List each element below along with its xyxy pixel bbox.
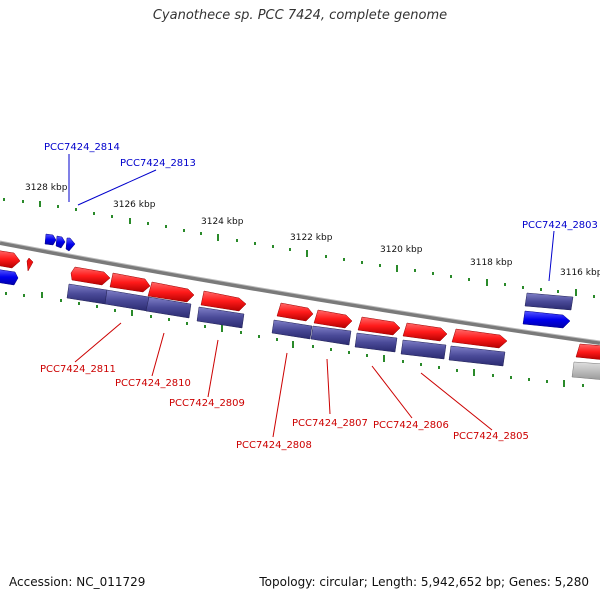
gene-forward[interactable] xyxy=(575,343,600,360)
leader-2803 xyxy=(548,230,555,282)
gene-label-2811[interactable]: PCC7424_2811 xyxy=(40,364,116,375)
gene-label-2810[interactable]: PCC7424_2810 xyxy=(115,378,191,389)
gene-label-2806[interactable]: PCC7424_2806 xyxy=(373,420,449,431)
genome-backbone xyxy=(0,241,600,345)
gene-reverse[interactable] xyxy=(524,292,574,311)
gene-label-2813[interactable]: PCC7424_2813 xyxy=(120,158,196,169)
gene-highlight[interactable] xyxy=(65,237,76,252)
kbp-label-3124: 3124 kbp xyxy=(201,217,244,227)
kbp-label-3122: 3122 kbp xyxy=(290,233,333,243)
gene-reverse[interactable] xyxy=(271,319,313,340)
gene-highlight[interactable] xyxy=(522,310,571,329)
gene-highlight[interactable] xyxy=(0,269,19,286)
gene-forward[interactable] xyxy=(357,316,401,336)
gene-forward[interactable] xyxy=(313,309,353,329)
label-leaders xyxy=(68,154,555,438)
gene-label-2814[interactable]: PCC7424_2814 xyxy=(44,142,120,153)
forward-strand-genes xyxy=(0,250,600,360)
gene-forward[interactable] xyxy=(200,290,247,312)
kbp-label-3128: 3128 kbp xyxy=(25,183,68,193)
gene-forward[interactable] xyxy=(26,257,34,272)
gene-labels: PCC7424_2814 PCC7424_2813 PCC7424_2803 P… xyxy=(40,142,598,451)
gene-forward[interactable] xyxy=(451,328,508,349)
genome-backbone-highlight xyxy=(0,240,600,342)
gene-reverse[interactable] xyxy=(196,306,245,329)
leader-2813 xyxy=(77,169,157,206)
leader-2805 xyxy=(420,372,493,431)
leader-2807 xyxy=(326,358,331,415)
leader-2806 xyxy=(371,365,413,419)
page-title: Cyanothece sp. PCC 7424, complete genome xyxy=(152,8,448,23)
gene-forward[interactable] xyxy=(147,281,195,303)
kbp-label-3120: 3120 kbp xyxy=(380,245,423,255)
leader-2810 xyxy=(151,332,165,377)
gene-reverse[interactable] xyxy=(310,325,352,346)
gene-label-2809[interactable]: PCC7424_2809 xyxy=(169,398,245,409)
outer-tick-ring xyxy=(3,198,595,298)
highlighted-genes xyxy=(0,233,571,329)
reverse-strand-genes xyxy=(66,283,574,367)
gene-forward[interactable] xyxy=(70,266,111,286)
gene-label-2805[interactable]: PCC7424_2805 xyxy=(453,431,529,442)
gene-reverse[interactable] xyxy=(145,296,192,319)
gene-label-2803[interactable]: PCC7424_2803 xyxy=(522,220,598,231)
gene-forward[interactable] xyxy=(402,322,448,342)
gene-label-2807[interactable]: PCC7424_2807 xyxy=(292,418,368,429)
inner-tick-ring xyxy=(5,292,584,387)
gene-gray[interactable] xyxy=(571,361,600,380)
gene-reverse[interactable] xyxy=(104,289,150,312)
leader-2808 xyxy=(272,352,288,438)
gene-highlight[interactable] xyxy=(55,235,66,249)
gene-forward[interactable] xyxy=(276,302,314,322)
kbp-label-3118: 3118 kbp xyxy=(470,258,513,268)
leader-2809 xyxy=(207,339,219,398)
kbp-label-3116: 3116 kbp xyxy=(560,268,600,278)
gene-highlight[interactable] xyxy=(44,233,57,246)
gene-label-2808[interactable]: PCC7424_2808 xyxy=(236,440,312,451)
gene-reverse[interactable] xyxy=(66,283,108,305)
gene-forward[interactable] xyxy=(109,272,151,293)
accession-label: Accession: NC_011729 xyxy=(9,575,146,589)
kbp-label-3126: 3126 kbp xyxy=(113,200,156,210)
gene-reverse[interactable] xyxy=(448,345,506,367)
gene-forward[interactable] xyxy=(0,250,21,269)
leader-2811 xyxy=(74,322,122,363)
gene-reverse[interactable] xyxy=(400,339,447,360)
gene-reverse[interactable] xyxy=(354,332,398,353)
genome-info-label: Topology: circular; Length: 5,942,652 bp… xyxy=(259,575,589,589)
